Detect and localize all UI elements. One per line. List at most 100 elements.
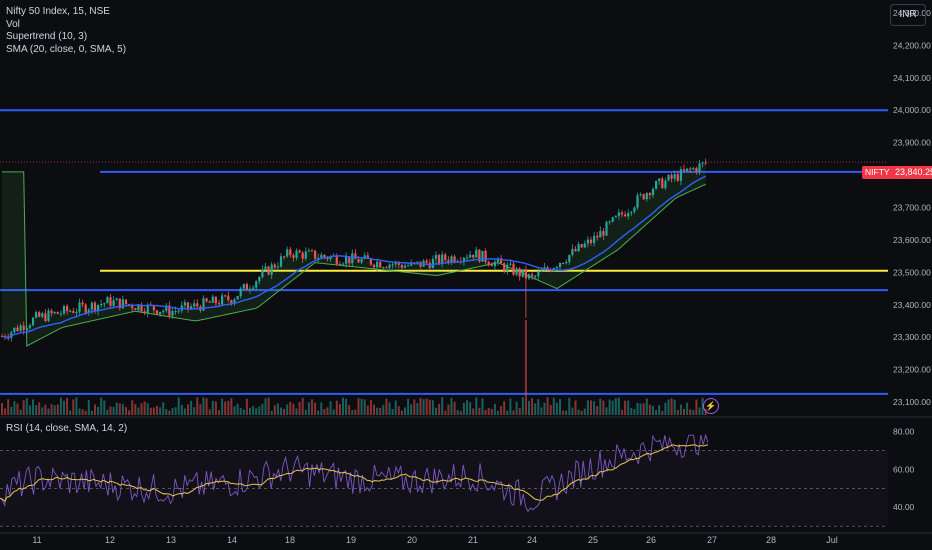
volume-bar: [22, 400, 25, 415]
volume-bar: [590, 400, 592, 415]
candle-body: [348, 256, 351, 264]
volume-bar: [472, 408, 475, 415]
volume-bar: [617, 397, 620, 415]
volume-bar: [224, 401, 227, 415]
candle-body: [555, 267, 558, 269]
volume-bar: [574, 400, 577, 415]
volume-bar: [524, 320, 527, 415]
rsi-legend[interactable]: RSI (14, close, SMA, 14, 2): [6, 423, 128, 434]
volume-bar: [388, 402, 391, 415]
volume-bar: [292, 403, 295, 415]
rsi-line: [0, 433, 709, 513]
candle-body: [196, 303, 199, 307]
candle-body: [124, 299, 128, 305]
candle-body: [537, 271, 540, 277]
candle-body: [47, 310, 50, 322]
price-tick: 23,900.00: [893, 138, 931, 148]
candle-body: [605, 221, 608, 236]
candle-body: [168, 305, 171, 316]
time-tick: 24: [527, 535, 537, 545]
candle-body: [258, 277, 261, 282]
volume-bar: [630, 407, 633, 415]
volume-bar: [338, 404, 341, 415]
candle-body: [351, 253, 354, 264]
candle-body: [534, 276, 537, 278]
volume-bar: [354, 409, 357, 415]
candle-body: [208, 301, 211, 303]
candle-body: [574, 248, 577, 252]
candle-body: [469, 254, 472, 258]
candle-body: [568, 254, 571, 263]
candle-body: [7, 337, 10, 339]
candle-body: [648, 193, 651, 196]
candle-body: [72, 310, 75, 313]
volume-bar: [366, 405, 369, 415]
volume-bar: [190, 400, 193, 415]
price-tick: 24,300.00: [893, 8, 931, 18]
volume-bar: [323, 409, 326, 415]
volume-bar: [614, 398, 617, 415]
candle-body: [416, 261, 419, 263]
candle-body: [13, 327, 16, 333]
candle-body: [118, 298, 121, 309]
supertrend-line: [2, 171, 706, 347]
candle-body: [227, 295, 230, 301]
time-tick: 12: [105, 535, 115, 545]
volume-bar: [549, 405, 552, 415]
volume-bar: [438, 403, 441, 415]
candle-body: [695, 167, 698, 172]
candle-body: [391, 264, 394, 266]
volume-bar: [326, 407, 329, 415]
volume-bar: [84, 410, 87, 415]
candle-body: [217, 303, 221, 305]
volume-bar: [521, 397, 524, 415]
volume-bar: [351, 410, 354, 415]
volume-bar: [239, 407, 242, 415]
volume-bar: [177, 397, 180, 415]
candle-body: [357, 258, 360, 263]
candle-body: [35, 312, 38, 318]
volume-bar: [252, 406, 255, 415]
volume-bar: [28, 405, 31, 415]
candle-body: [205, 298, 208, 302]
candle-body: [447, 259, 450, 263]
currency-button[interactable]: INR: [890, 4, 926, 26]
candle-body: [50, 310, 53, 314]
candle-body: [524, 269, 527, 279]
volume-bar: [193, 407, 196, 415]
candle-body: [44, 313, 47, 322]
volume-bar: [137, 407, 140, 415]
volume-bar: [580, 410, 583, 415]
volume-bar: [506, 410, 509, 415]
volume-bar: [534, 403, 537, 415]
candle-body: [599, 230, 602, 238]
volume-bar: [4, 408, 7, 415]
symbol-label[interactable]: Nifty 50 Index, 15, NSE: [6, 6, 110, 17]
candle-body: [577, 244, 580, 252]
volume-bar: [199, 404, 202, 415]
candle-body: [651, 188, 655, 196]
volume-bar: [329, 401, 332, 415]
volume-bar: [428, 399, 431, 415]
sma-label[interactable]: SMA (20, close, 0, SMA, 5): [6, 43, 127, 55]
candle-body: [323, 254, 326, 258]
volume-bar: [152, 407, 155, 415]
candle-body: [190, 306, 193, 309]
candle-body: [676, 174, 679, 181]
vol-label[interactable]: Vol: [6, 18, 20, 30]
rsi-ma-line: [0, 444, 709, 503]
candle-body: [230, 300, 233, 304]
candle-body: [472, 254, 475, 258]
volume-bar: [543, 402, 546, 415]
volume-bar: [97, 406, 100, 415]
supertrend-label[interactable]: Supertrend (10, 3): [6, 31, 88, 42]
volume-bar: [211, 401, 214, 415]
candle-body: [425, 260, 428, 263]
volume-bar: [466, 400, 468, 415]
price-tick: 24,100.00: [893, 73, 931, 83]
volume-bar: [115, 402, 118, 415]
candle-body: [224, 295, 227, 297]
candle-body: [521, 269, 524, 277]
lightning-icon[interactable]: ⚡: [703, 398, 719, 414]
